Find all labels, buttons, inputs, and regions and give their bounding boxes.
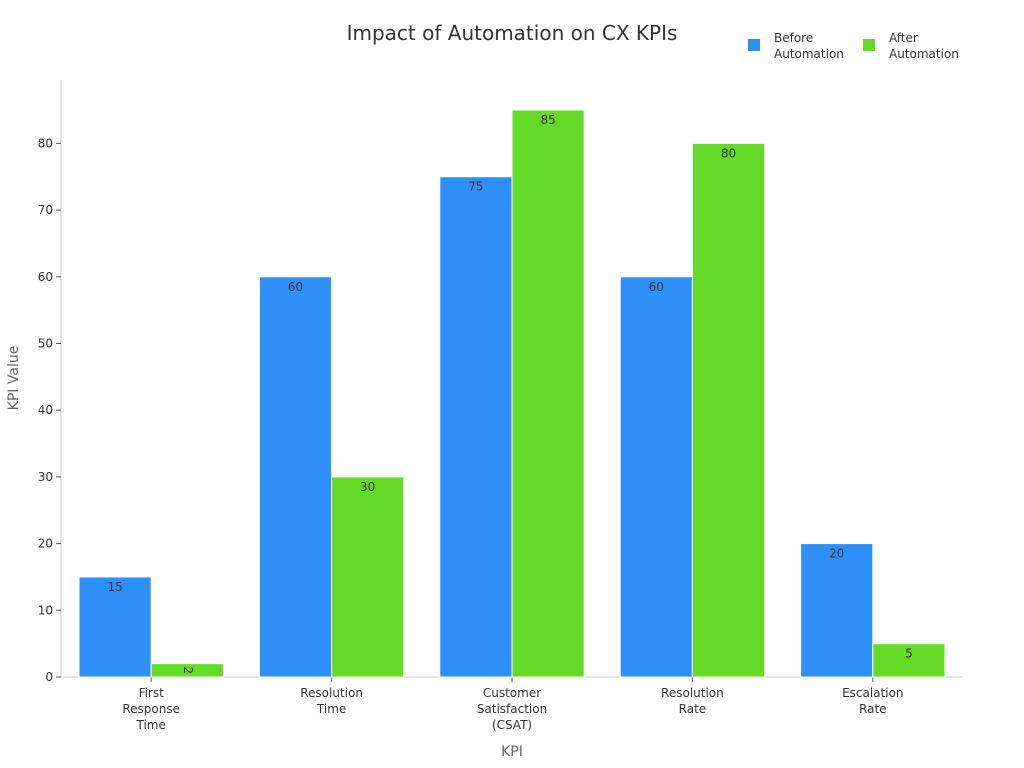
y-tick-label: 60 <box>38 270 53 284</box>
legend-label: After Automation <box>889 31 959 61</box>
legend-item: Before Automation <box>748 31 844 61</box>
legend-swatch <box>863 39 875 51</box>
bars <box>78 109 946 678</box>
y-tick-label: 40 <box>38 403 53 417</box>
bar-value-label: 5 <box>905 647 913 661</box>
bar-value-label: 60 <box>649 280 664 294</box>
x-axis-ticks: First Response Time Resolution Time Customer S… <box>122 677 904 732</box>
chart-title: Impact of Automation on CX KPIs <box>347 21 678 45</box>
bar-value-label: 75 <box>468 180 483 194</box>
y-tick-label: 30 <box>38 470 53 484</box>
y-axis-title: KPI Value <box>6 346 22 411</box>
bar <box>872 643 946 678</box>
bar-value-label: 15 <box>107 580 122 594</box>
y-tick-label: 70 <box>38 203 53 217</box>
bar-value-label: 85 <box>540 113 555 127</box>
legend: Before Automation After Automation <box>748 31 959 61</box>
legend-label: Before Automation <box>774 31 844 61</box>
bar-value-label: 60 <box>288 280 303 294</box>
y-tick-label: 0 <box>45 670 53 684</box>
bar <box>331 476 405 678</box>
y-tick-label: 50 <box>38 336 53 350</box>
bar-value-label: 80 <box>721 146 736 160</box>
bar <box>78 576 152 678</box>
bar <box>439 176 513 678</box>
y-tick-label: 20 <box>38 537 53 551</box>
bar-value-label: 30 <box>360 480 375 494</box>
bar-value-label: 2 <box>181 667 195 675</box>
y-tick-label: 80 <box>38 136 53 150</box>
y-axis-ticks: 0 10 20 30 40 50 60 70 80 <box>38 136 61 684</box>
x-tick-label: Resolution Time <box>300 686 363 716</box>
bar <box>511 109 585 678</box>
x-axis-title: KPI <box>501 744 523 760</box>
x-tick-label: First Response Time <box>122 686 180 732</box>
x-tick-label: Escalation Rate <box>842 686 903 716</box>
bar <box>800 543 874 678</box>
bar <box>619 276 693 678</box>
x-tick-label: Customer Satisfaction (CSAT) <box>477 686 547 732</box>
bar <box>258 276 333 678</box>
legend-item: After Automation <box>863 31 959 61</box>
bar <box>150 663 224 678</box>
bar-value-label: 20 <box>829 547 844 561</box>
bar-labels: 15 2 60 30 75 85 60 80 20 5 <box>107 113 912 674</box>
y-tick-label: 10 <box>38 603 53 617</box>
bar <box>691 142 766 678</box>
x-tick-label: Resolution Rate <box>661 686 724 716</box>
legend-swatch <box>748 39 760 51</box>
